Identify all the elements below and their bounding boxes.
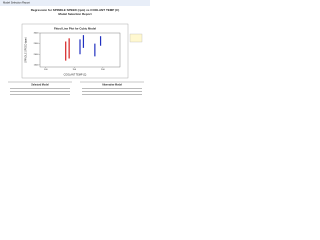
table-row (10, 88, 70, 89)
window-title: Model Selection Report (3, 1, 30, 5)
table-row (10, 94, 70, 95)
x-axis-label: COOLANT TEMP (C) (64, 74, 87, 77)
y-tick-label: 2000 (34, 54, 40, 56)
y-axis-label: SPINDLE SPEED (rpm) (25, 37, 28, 63)
table-row (82, 88, 142, 89)
x-tick-label: 100 (44, 69, 48, 71)
report-subtitle: Model Selection Report (58, 12, 91, 16)
note-box (129, 33, 143, 43)
x-tick-label: 150 (72, 69, 76, 71)
table-body (10, 88, 142, 95)
table-title: Alternative Model (102, 84, 122, 87)
report-title: Regression for SPINDLE SPEED (rpm) vs CO… (31, 8, 119, 12)
screen: Model Selection Report Regression for SP… (0, 0, 150, 113)
chart-title: Fitted Line Plot for Cubic Model (54, 27, 96, 31)
table-row (82, 94, 142, 95)
y-tick-label: 1500 (34, 64, 40, 66)
title-bar (0, 0, 150, 6)
y-tick-label: 3000 (34, 33, 40, 35)
table-title: Selected Model (31, 84, 49, 87)
table-row (82, 91, 142, 92)
x-tick-label: 200 (101, 69, 105, 71)
y-tick-label: 2500 (34, 43, 40, 45)
table-row (10, 91, 70, 92)
plot-area (39, 32, 121, 68)
